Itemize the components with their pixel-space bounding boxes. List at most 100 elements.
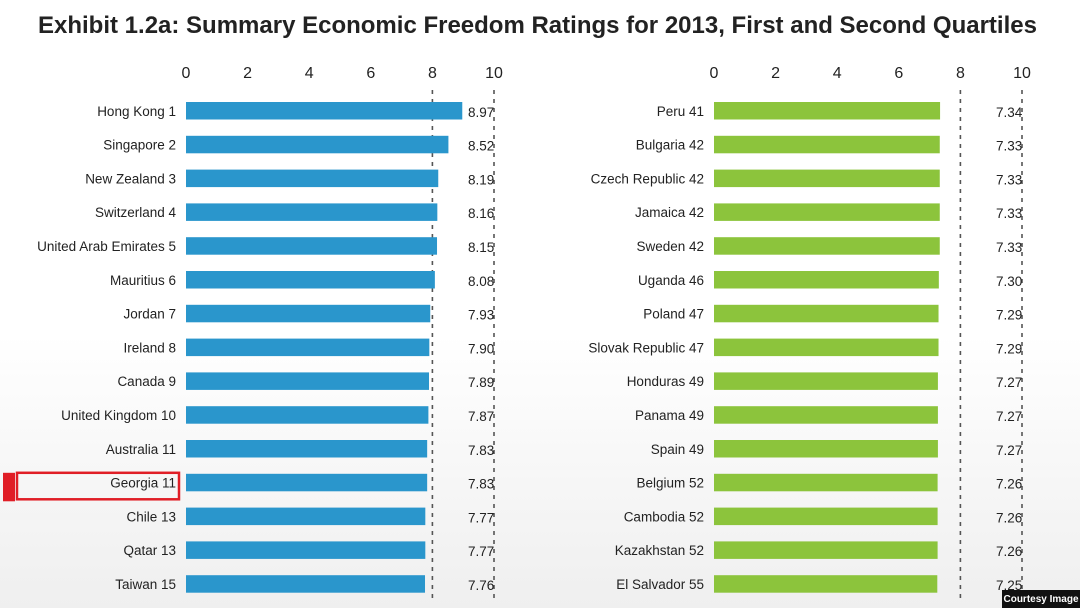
right-category-label: Kazakhstan 52 — [615, 543, 704, 558]
right-category-label: Bulgaria 42 — [636, 138, 704, 153]
right-bar-bulgaria — [714, 135, 940, 154]
left-value-label: 7.89 — [468, 375, 494, 390]
right-bar-czech-republic — [714, 169, 940, 188]
left-value-label: 7.83 — [468, 443, 494, 458]
right-bar-el-salvador — [714, 575, 938, 593]
right-tick-label-4: 4 — [833, 65, 842, 82]
left-tick-label-10: 10 — [485, 65, 503, 82]
left-value-label: 8.16 — [468, 206, 494, 221]
right-bar-honduras — [714, 372, 938, 390]
left-category-label: Ireland 8 — [123, 340, 176, 355]
right-bar-panama — [714, 406, 938, 424]
left-value-label: 7.93 — [468, 308, 494, 323]
right-value-label: 7.30 — [996, 274, 1022, 289]
right-value-label: 7.25 — [996, 578, 1022, 593]
left-bar-ireland — [186, 338, 430, 357]
left-bar-united-kingdom — [186, 406, 429, 424]
right-category-label: Poland 47 — [643, 307, 704, 322]
right-value-label: 7.33 — [996, 206, 1022, 221]
left-category-label: United Kingdom 10 — [61, 408, 176, 423]
left-tick-label-0: 0 — [182, 65, 191, 82]
left-category-label: Jordan 7 — [123, 307, 176, 322]
left-category-label: United Arab Emirates 5 — [37, 239, 176, 254]
left-chart-panel: 0 2 4 6 8 10 Hong Kong 1 8.97 Singapore 2 8.52 New… — [3, 65, 503, 603]
left-bar-canada — [186, 372, 430, 390]
right-tick-label-2: 2 — [771, 65, 780, 82]
chart-title: Exhibit 1.2a: Summary Economic Freedom R… — [38, 12, 1037, 39]
right-category-label: Czech Republic 42 — [591, 171, 704, 186]
right-bar-spain — [714, 440, 938, 458]
right-value-label: 7.33 — [996, 240, 1022, 255]
left-bar-united-arab-emirates — [186, 237, 438, 255]
left-category-label: Singapore 2 — [103, 138, 176, 153]
right-value-label: 7.26 — [996, 544, 1022, 559]
right-tick-label-8: 8 — [956, 65, 965, 82]
left-category-label: Switzerland 4 — [95, 205, 177, 220]
left-value-label: 7.76 — [468, 578, 494, 593]
left-value-label: 8.15 — [468, 240, 494, 255]
right-value-label: 7.27 — [996, 375, 1022, 390]
left-value-label: 8.08 — [468, 274, 494, 289]
courtesy-label: Courtesy Image — [1002, 590, 1080, 608]
right-value-label: 7.27 — [996, 409, 1022, 424]
left-category-label: Australia 11 — [106, 442, 176, 457]
left-bar-jordan — [186, 304, 431, 323]
right-value-label: 7.26 — [996, 510, 1022, 525]
right-bar-poland — [714, 304, 939, 323]
left-bar-georgia — [186, 473, 428, 492]
left-value-label: 8.19 — [468, 172, 494, 187]
left-bar-qatar — [186, 541, 426, 559]
right-category-label: Uganda 46 — [638, 273, 704, 288]
right-bar-peru — [714, 102, 941, 120]
left-value-label: 7.83 — [468, 477, 494, 492]
right-bar-belgium — [714, 473, 938, 492]
right-category-label: Spain 49 — [651, 442, 704, 457]
right-category-label: Slovak Republic 47 — [588, 340, 704, 355]
left-value-label: 7.77 — [468, 510, 494, 525]
left-bar-taiwan — [186, 575, 426, 593]
left-bar-singapore — [186, 135, 449, 154]
right-category-label: Panama 49 — [635, 408, 704, 423]
left-bar-australia — [186, 440, 428, 458]
right-bar-cambodia — [714, 507, 938, 526]
left-category-label: New Zealand 3 — [85, 171, 176, 186]
highlight-box — [15, 471, 181, 501]
right-category-label: Sweden 42 — [636, 239, 704, 254]
left-category-label: Qatar 13 — [123, 543, 176, 558]
right-value-label: 7.29 — [996, 308, 1022, 323]
right-tick-label-6: 6 — [894, 65, 903, 82]
right-category-label: Honduras 49 — [627, 374, 704, 389]
right-bar-slovak-republic — [714, 338, 939, 357]
left-category-label: Chile 13 — [126, 509, 176, 524]
right-category-label: Jamaica 42 — [635, 205, 704, 220]
right-category-label: Belgium 52 — [636, 476, 704, 491]
right-category-label: El Salvador 55 — [616, 577, 704, 592]
right-value-label: 7.29 — [996, 341, 1022, 356]
left-category-label: Hong Kong 1 — [97, 104, 176, 119]
left-value-label: 7.90 — [468, 341, 494, 356]
right-tick-label-10: 10 — [1013, 65, 1031, 82]
right-category-label: Peru 41 — [657, 104, 704, 119]
right-value-label: 7.33 — [996, 139, 1022, 154]
left-category-label: Mauritius 6 — [110, 273, 176, 288]
right-chart-panel: 0 2 4 6 8 10 Peru 41 7.34 Bulgaria 42 7.33 Czech R… — [588, 65, 1031, 603]
right-bar-sweden — [714, 237, 940, 255]
left-bar-new-zealand — [186, 169, 439, 188]
left-tick-label-2: 2 — [243, 65, 252, 82]
highlight-marker — [3, 472, 15, 502]
left-bar-mauritius — [186, 271, 435, 289]
left-category-label: Georgia 11 — [110, 476, 176, 491]
left-bar-switzerland — [186, 203, 438, 221]
left-bar-chile — [186, 507, 426, 526]
left-value-label: 7.87 — [468, 409, 494, 424]
left-value-label: 7.77 — [468, 544, 494, 559]
right-category-label: Cambodia 52 — [624, 509, 704, 524]
right-value-label: 7.33 — [996, 172, 1022, 187]
left-value-label: 8.52 — [468, 139, 494, 154]
left-bar-hong-kong — [186, 102, 463, 120]
right-bar-uganda — [714, 271, 939, 289]
left-category-label: Taiwan 15 — [115, 577, 176, 592]
right-value-label: 7.27 — [996, 443, 1022, 458]
right-value-label: 7.26 — [996, 477, 1022, 492]
